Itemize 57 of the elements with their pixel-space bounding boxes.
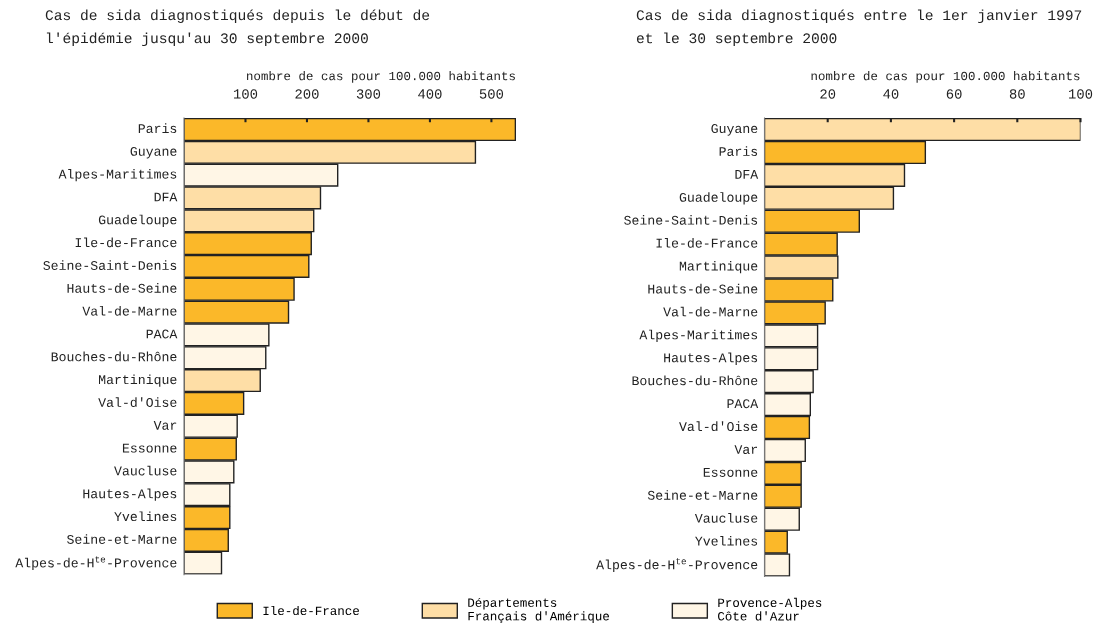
x-tick-label: 80 [1009, 89, 1025, 99]
y-tick-label: Vaucluse [694, 513, 758, 523]
chart-title: Cas de sida diagnostiqués depuis le début de l'épidémie jusqu'au 30 septembre 2000 [45, 9, 430, 47]
legend-label: Ile-de-France [263, 605, 359, 616]
legend-label: Provence-Alpes Côte d'Azur [718, 597, 822, 621]
x-tick-label: 500 [479, 89, 504, 99]
y-tick-label: Bouches-du-Rhône [632, 375, 758, 386]
y-tick-label: Hauts-de-Seine [648, 283, 758, 294]
x-tick-label: 100 [233, 89, 258, 99]
y-tick-label: Guyane [130, 146, 177, 159]
y-tick-label: Hauts-de-Seine [67, 283, 177, 293]
y-tick-label: Val-d'Oise [98, 397, 177, 407]
y-tick-label: Alpes-Maritimes [639, 329, 758, 342]
y-tick-label: DFA [735, 170, 759, 179]
y-tick-label: PACA [727, 399, 759, 409]
x-tick-label: 60 [946, 89, 962, 99]
x-tick-label: 20 [820, 89, 836, 99]
x-axis-title: nombre de cas pour 100.000 habitants [247, 71, 515, 83]
x-tick-label: 300 [356, 89, 381, 99]
x-axis-title: nombre de cas pour 100.000 habitants [811, 71, 1080, 83]
y-tick-label: Yvelines [114, 511, 177, 522]
y-tick-label: Val-de-Marne [82, 305, 177, 316]
y-tick-label: Var [153, 420, 177, 430]
chart-title: Cas de sida diagnostiqués entre le 1er janvier 1997 et le 30 septembre 2000 [636, 9, 1082, 47]
y-tick-label: Seine-Saint-Denis [624, 215, 758, 225]
y-tick-label: Paris [138, 123, 177, 134]
y-tick-label: DFA [154, 192, 178, 202]
y-tick-label: Paris [719, 146, 758, 156]
y-tick-label: PACA [146, 329, 178, 339]
x-tick-label: 100 [1069, 89, 1093, 99]
legend-label: Départements Français d'Amérique [468, 597, 609, 624]
y-tick-label: Seine-et-Marne [647, 490, 758, 500]
y-tick-label: Seine-Saint-Denis [43, 260, 177, 270]
x-tick-label: 400 [418, 89, 442, 99]
y-tick-label: Ile-de-France [656, 237, 758, 248]
y-tick-label: Martinique [99, 374, 177, 387]
y-tick-label: Val-de-Marne [663, 306, 758, 317]
y-tick-label: Alpes-de-H$^{te}$-Provence [15, 556, 177, 571]
y-tick-label: Guadeloupe [98, 214, 177, 227]
y-tick-label: Bouches-du-Rhône [51, 351, 177, 362]
y-tick-label: Seine-et-Marne [67, 534, 177, 544]
y-tick-label: Alpes-Maritimes [58, 168, 177, 182]
y-tick-label: Alpes-de-H$^{te}$-Provence [596, 558, 758, 572]
x-tick-label: 40 [883, 89, 899, 99]
y-tick-label: Hautes-Alpes [664, 352, 758, 365]
y-tick-label: Guadeloupe [679, 192, 758, 205]
y-tick-label: Essonne [703, 468, 758, 477]
y-tick-label: Essonne [122, 443, 177, 453]
y-tick-label: Hautes-Alpes [83, 488, 177, 501]
y-tick-label: Vaucluse [114, 465, 177, 476]
y-tick-label: Guyane [711, 124, 758, 136]
y-tick-label: Ile-de-France [75, 237, 177, 248]
y-tick-label: Val-d'Oise [679, 421, 758, 432]
y-tick-label: Var [734, 445, 757, 454]
y-tick-label: Yvelines [695, 535, 758, 546]
x-tick-label: 200 [295, 89, 319, 99]
y-tick-label: Martinique [679, 260, 758, 274]
